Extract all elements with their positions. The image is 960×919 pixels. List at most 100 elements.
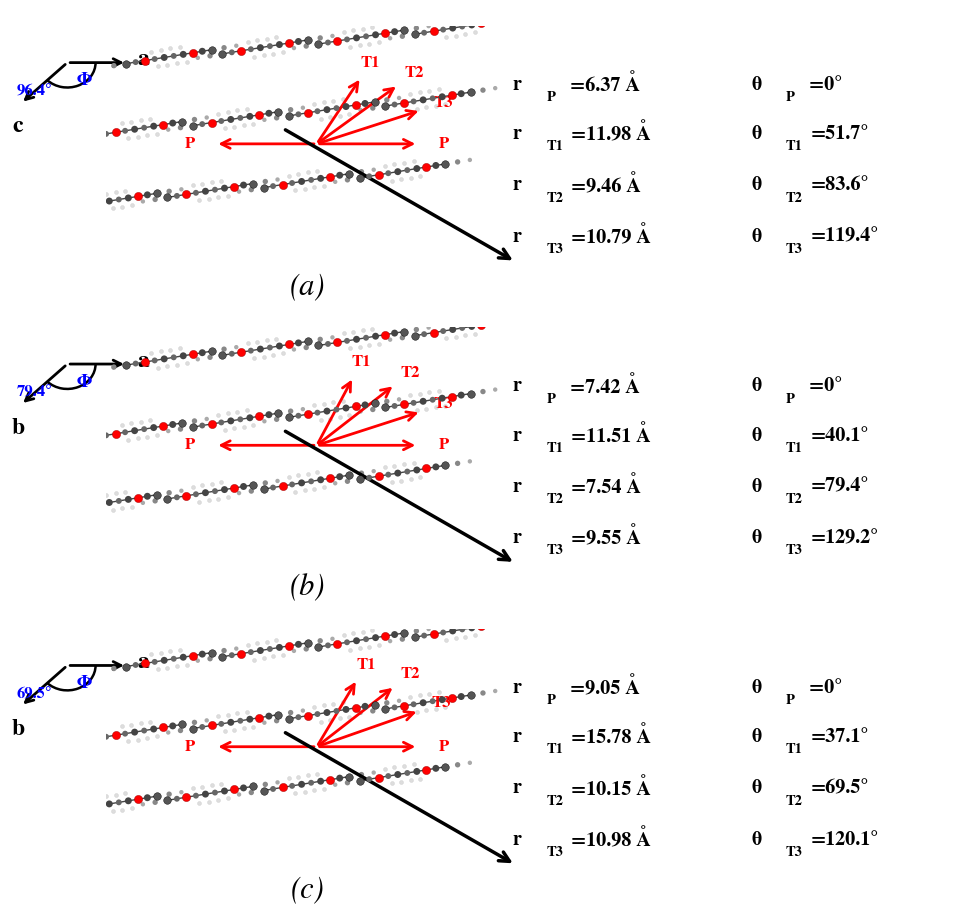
Text: T1: T1 — [785, 743, 803, 756]
Point — [281, 410, 297, 425]
Point — [358, 632, 373, 647]
Point — [240, 34, 255, 49]
Point — [118, 659, 133, 674]
Point — [144, 44, 159, 59]
Text: P: P — [439, 438, 448, 452]
Point — [464, 319, 479, 334]
Point — [242, 109, 257, 124]
Point — [252, 108, 267, 122]
Point — [406, 153, 421, 168]
Point — [310, 405, 325, 420]
Point — [161, 184, 177, 199]
Point — [131, 732, 146, 747]
Point — [190, 653, 205, 668]
Point — [420, 621, 436, 636]
Point — [453, 388, 468, 403]
Point — [89, 187, 105, 202]
Point — [131, 491, 146, 505]
Point — [406, 395, 421, 410]
Point — [367, 698, 382, 712]
Point — [94, 362, 109, 377]
Point — [124, 800, 139, 815]
Point — [321, 336, 336, 351]
Point — [89, 429, 105, 444]
Text: T2: T2 — [546, 494, 564, 506]
Point — [201, 794, 216, 809]
Point — [199, 110, 214, 125]
Point — [199, 713, 214, 728]
Point — [256, 651, 272, 665]
Point — [266, 46, 281, 61]
Point — [330, 637, 346, 652]
Point — [114, 719, 130, 733]
Point — [419, 100, 434, 115]
Point — [338, 401, 353, 415]
Point — [185, 45, 201, 60]
Point — [327, 777, 343, 792]
Point — [210, 190, 226, 205]
Point — [409, 21, 424, 36]
Point — [203, 350, 218, 365]
Text: =7.42 Å: =7.42 Å — [564, 376, 639, 397]
Point — [372, 336, 387, 351]
Point — [179, 356, 194, 370]
Point — [185, 721, 201, 736]
Point — [321, 638, 336, 652]
Point — [421, 686, 437, 701]
Point — [175, 717, 190, 732]
Point — [107, 58, 122, 73]
Point — [239, 403, 254, 418]
Point — [121, 793, 136, 808]
Point — [244, 182, 259, 197]
Point — [92, 496, 108, 511]
Point — [213, 717, 228, 732]
Point — [250, 33, 265, 48]
Point — [346, 626, 361, 641]
Point — [365, 704, 380, 719]
Point — [377, 158, 393, 173]
Text: =0°: =0° — [804, 378, 842, 395]
Point — [328, 101, 344, 116]
Point — [185, 420, 201, 435]
Point — [396, 96, 412, 110]
Text: =0°: =0° — [804, 76, 842, 94]
Point — [236, 780, 252, 795]
Point — [281, 36, 297, 51]
Point — [149, 427, 164, 442]
Point — [229, 706, 245, 720]
Point — [160, 424, 176, 438]
Text: T3: T3 — [546, 243, 564, 256]
Point — [394, 775, 409, 789]
Point — [165, 719, 180, 733]
Point — [121, 492, 136, 506]
Point — [117, 183, 132, 198]
Point — [51, 504, 66, 518]
Point — [257, 476, 273, 491]
Text: T3: T3 — [785, 243, 803, 256]
Point — [409, 624, 424, 639]
Text: P: P — [546, 392, 556, 406]
Point — [114, 199, 130, 214]
Point — [448, 631, 464, 646]
Point — [173, 422, 188, 437]
Point — [320, 403, 335, 418]
Point — [390, 466, 405, 481]
Text: T3: T3 — [431, 696, 451, 710]
Point — [348, 332, 364, 346]
Point — [320, 102, 335, 117]
Point — [399, 464, 415, 479]
Text: =120.1°: =120.1° — [810, 831, 878, 848]
Point — [458, 27, 473, 41]
Point — [450, 757, 466, 772]
Point — [217, 724, 232, 739]
Point — [332, 168, 348, 183]
Text: =7.54 Å: =7.54 Å — [571, 476, 641, 497]
Point — [395, 28, 410, 43]
Point — [172, 642, 187, 657]
Point — [63, 803, 79, 818]
Point — [246, 478, 261, 493]
Point — [144, 346, 159, 360]
Point — [161, 485, 177, 500]
Point — [413, 169, 428, 184]
Point — [365, 101, 380, 116]
